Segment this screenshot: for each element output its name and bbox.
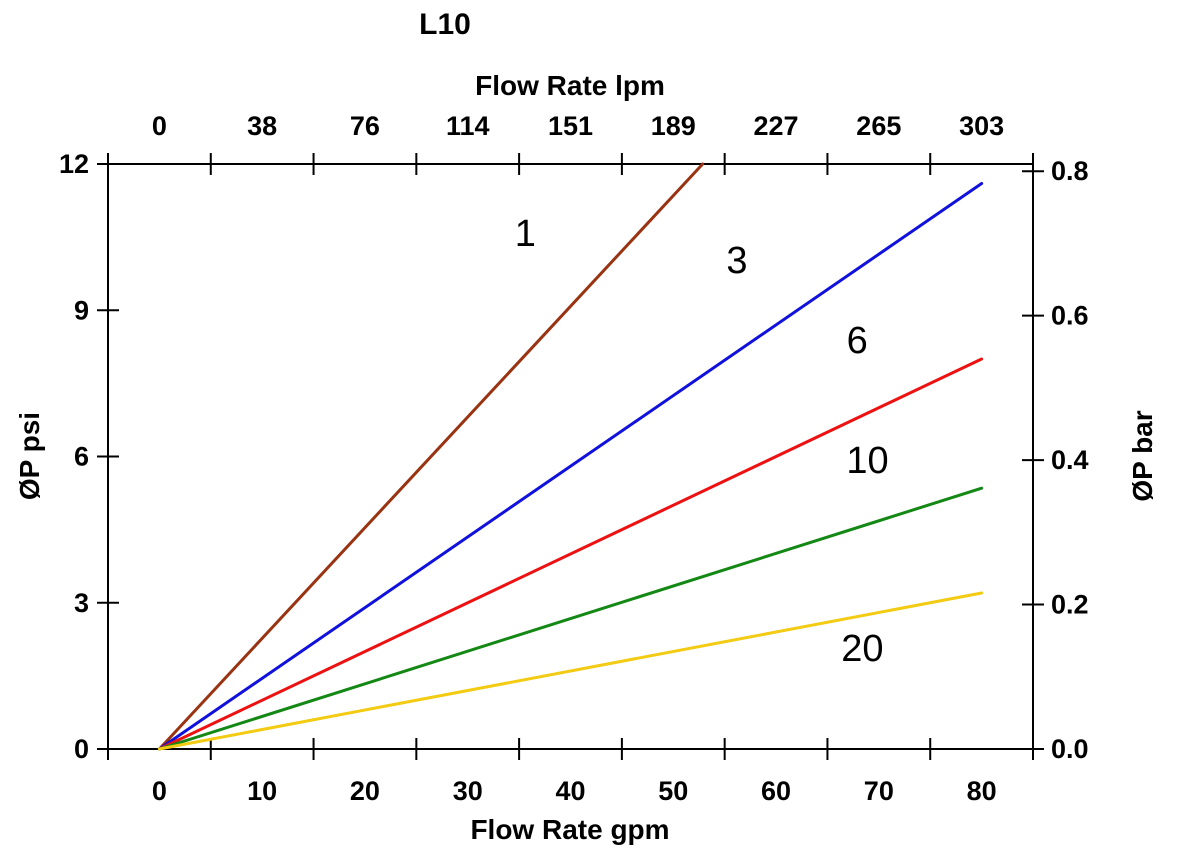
top-axis-title: Flow Rate lpm xyxy=(475,70,665,101)
top-tick-label: 38 xyxy=(247,111,277,141)
right-tick-label: 0.4 xyxy=(1051,445,1089,475)
series-line-1 xyxy=(157,162,705,751)
right-tick-label: 0.0 xyxy=(1051,734,1089,764)
bottom-tick-label: 10 xyxy=(247,776,277,806)
plot-frame xyxy=(107,163,1034,750)
right-tick-label: 0.8 xyxy=(1051,156,1089,186)
series-line-10 xyxy=(157,486,984,751)
top-tick-label: 0 xyxy=(152,111,167,141)
right-tick-label: 0.6 xyxy=(1051,301,1089,331)
bottom-tick-label: 80 xyxy=(967,776,997,806)
series-label-6: 6 xyxy=(847,320,868,362)
bottom-tick-label: 30 xyxy=(453,776,483,806)
bottom-tick-label: 0 xyxy=(152,776,167,806)
left-tick-label: 12 xyxy=(59,149,89,179)
left-tick-label: 6 xyxy=(74,442,89,472)
bottom-tick-label: 60 xyxy=(761,776,791,806)
top-tick-label: 114 xyxy=(446,111,490,141)
top-tick-label: 303 xyxy=(959,111,1004,141)
right-tick-label: 0.2 xyxy=(1051,590,1089,620)
series-line-20 xyxy=(157,591,984,751)
bottom-axis-title: Flow Rate gpm xyxy=(470,814,670,845)
top-tick-label: 151 xyxy=(548,111,593,141)
top-tick-label: 76 xyxy=(350,111,380,141)
series-label-10: 10 xyxy=(846,440,888,482)
left-tick-label: 0 xyxy=(74,734,89,764)
bottom-tick-label: 50 xyxy=(658,776,688,806)
series-label-1: 1 xyxy=(515,213,536,255)
bottom-tick-label: 70 xyxy=(864,776,894,806)
left-tick-label: 3 xyxy=(74,588,89,618)
top-tick-label: 265 xyxy=(856,111,901,141)
top-tick-label: 189 xyxy=(651,111,696,141)
series-label-20: 20 xyxy=(841,628,883,670)
chart-title: L10 xyxy=(419,8,471,41)
series-label-3: 3 xyxy=(726,240,747,282)
bottom-tick-label: 20 xyxy=(350,776,380,806)
left-tick-label: 9 xyxy=(74,295,89,325)
series-line-6 xyxy=(157,357,984,751)
series-line-3 xyxy=(157,182,984,751)
bottom-tick-label: 40 xyxy=(555,776,585,806)
top-tick-label: 227 xyxy=(754,111,799,141)
